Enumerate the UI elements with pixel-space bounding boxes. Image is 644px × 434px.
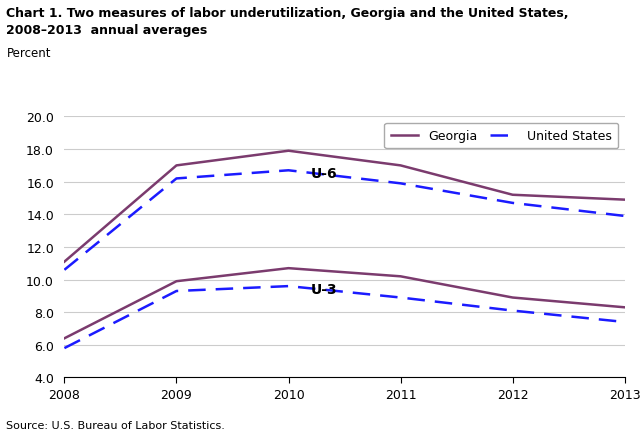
Legend: Georgia, United States: Georgia, United States — [384, 123, 618, 149]
Text: U-6: U-6 — [311, 166, 337, 180]
Text: Chart 1. Two measures of labor underutilization, Georgia and the United States,: Chart 1. Two measures of labor underutil… — [6, 7, 569, 20]
Text: Source: U.S. Bureau of Labor Statistics.: Source: U.S. Bureau of Labor Statistics. — [6, 420, 225, 430]
Text: U-3: U-3 — [311, 282, 337, 296]
Text: Percent: Percent — [6, 46, 51, 59]
Text: 2008–2013  annual averages: 2008–2013 annual averages — [6, 24, 207, 37]
